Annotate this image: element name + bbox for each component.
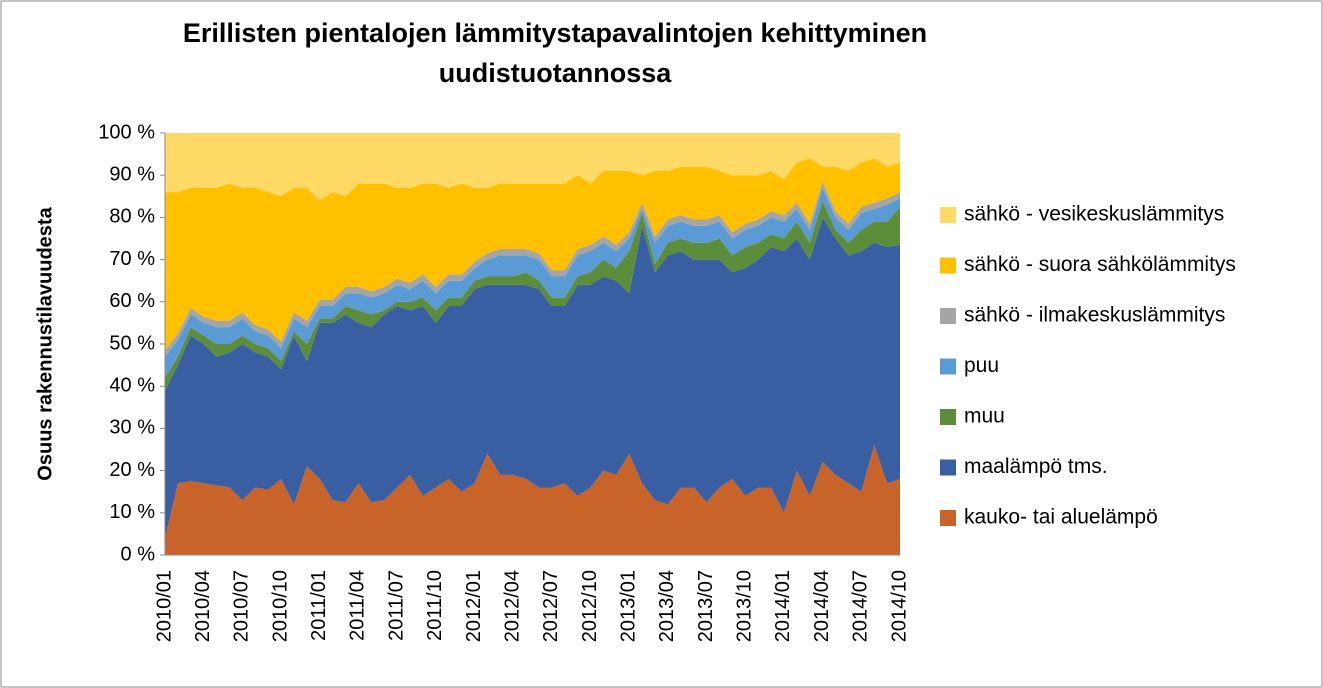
y-tick-label: 70 % bbox=[109, 248, 155, 270]
x-tick-label: 2011/01 bbox=[308, 570, 330, 641]
y-tick-label: 40 % bbox=[109, 374, 155, 396]
x-tick-label: 2014/07 bbox=[850, 570, 872, 642]
y-tick-label: 50 % bbox=[109, 332, 155, 354]
legend-label: muu bbox=[964, 405, 1005, 428]
legend-label: maalämpö tms. bbox=[964, 455, 1108, 478]
x-tick-label: 2014/01 bbox=[772, 570, 794, 642]
legend-label: puu bbox=[964, 354, 999, 377]
x-tick-label: 2014/04 bbox=[811, 570, 833, 642]
chart-title: Erillisten pientalojen lämmitystapavalin… bbox=[183, 18, 927, 88]
legend-swatch bbox=[940, 308, 956, 324]
area bbox=[165, 158, 900, 351]
legend-swatch bbox=[940, 459, 956, 476]
x-tick-label: 2011/07 bbox=[385, 570, 407, 641]
area bbox=[165, 200, 900, 391]
legend-swatch bbox=[940, 257, 956, 274]
legend-label: sähkö - vesikeskuslämmitys bbox=[964, 203, 1224, 226]
legend-label: sähkö - suora sähkölämmitys bbox=[964, 253, 1236, 276]
y-tick-label: 90 % bbox=[109, 163, 155, 185]
x-tick-label: 2013/01 bbox=[617, 570, 639, 642]
y-tick-label: 80 % bbox=[109, 206, 155, 228]
x-tick-label: 2013/04 bbox=[656, 570, 678, 642]
area bbox=[165, 217, 900, 539]
x-tick-label: 2010/04 bbox=[192, 570, 214, 642]
x-tick-label: 2011/10 bbox=[424, 570, 446, 641]
x-tick-label: 2012/01 bbox=[463, 570, 485, 642]
x-tick-label: 2011/04 bbox=[347, 570, 369, 641]
x-tick-label: 2012/07 bbox=[540, 570, 562, 642]
x-tick-label: 2013/10 bbox=[734, 570, 756, 642]
legend-swatch bbox=[940, 409, 956, 425]
x-tick-label: 2010/10 bbox=[269, 570, 291, 642]
y-tick-label: 30 % bbox=[109, 417, 155, 439]
x-tick-label: 2010/07 bbox=[231, 570, 253, 642]
legend-label: sähkö - ilmakeskuslämmitys bbox=[964, 304, 1225, 327]
x-tick-label: 2010/01 bbox=[153, 570, 175, 642]
x-tick-label: 2014/10 bbox=[888, 570, 910, 642]
area bbox=[165, 445, 900, 555]
y-tick-label: 100 % bbox=[98, 121, 155, 143]
area bbox=[165, 133, 900, 201]
legend-swatch bbox=[940, 207, 956, 223]
legend-label: kauko- tai aluelämpö bbox=[964, 506, 1158, 529]
y-tick-label: 10 % bbox=[109, 501, 155, 523]
y-tick-label: 0 % bbox=[121, 543, 156, 565]
x-tick-label: 2012/10 bbox=[579, 570, 601, 642]
x-tick-label: 2012/04 bbox=[501, 570, 523, 642]
area bbox=[165, 187, 900, 378]
legend-swatch bbox=[940, 510, 956, 526]
legend-swatch bbox=[940, 358, 956, 375]
y-tick-label: 20 % bbox=[109, 459, 155, 481]
y-axis-label: Osuus rakennustilavuudesta bbox=[34, 206, 56, 480]
x-tick-label: 2013/07 bbox=[695, 570, 717, 642]
y-tick-label: 60 % bbox=[109, 290, 155, 312]
